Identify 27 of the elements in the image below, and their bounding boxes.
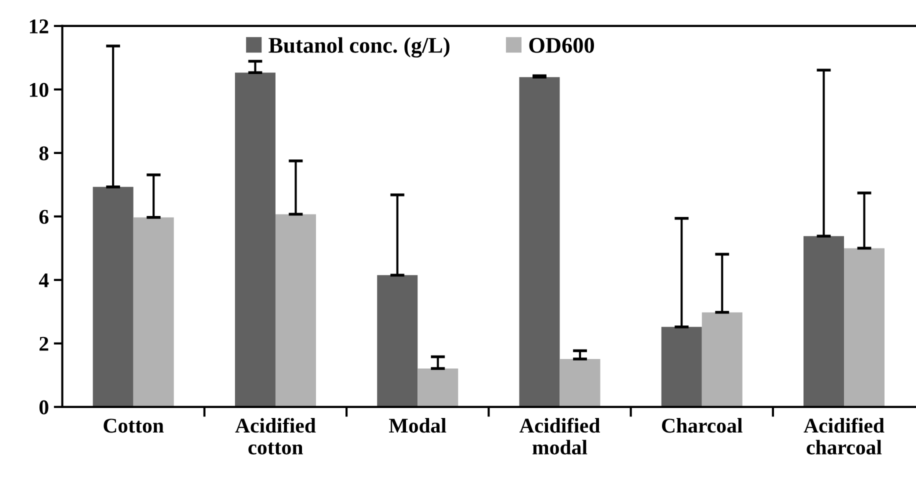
bar <box>377 275 418 407</box>
x-tick-label: Acidified modal <box>519 418 600 454</box>
y-tick-label: 10 <box>30 82 48 97</box>
y-tick-label: 4 <box>38 273 49 288</box>
legend-label: Butanol conc. (g/L) <box>268 37 450 58</box>
bar <box>234 72 276 407</box>
x-tick-label: Modal <box>389 418 446 433</box>
x-tick-label: Acidified charcoal <box>804 418 884 454</box>
x-tick-label: Cotton <box>104 418 164 433</box>
bar <box>844 248 885 407</box>
legend-label: OD600 <box>529 38 594 53</box>
bar <box>804 236 844 407</box>
bar <box>92 186 134 407</box>
y-tick-label: 2 <box>40 336 48 351</box>
bar <box>661 326 702 407</box>
x-tick-label: Acidified cotton <box>235 418 316 454</box>
bar <box>519 77 560 407</box>
y-tick-label: 12 <box>30 19 48 34</box>
y-tick-label: 6 <box>39 210 48 224</box>
bar <box>418 368 458 407</box>
bar <box>560 358 600 407</box>
x-tick-label: Charcoal <box>662 418 742 433</box>
bar <box>275 214 316 407</box>
bar <box>702 312 742 407</box>
bar <box>133 217 174 407</box>
y-tick-label: 0 <box>39 400 48 414</box>
y-tick-label: 8 <box>39 146 48 160</box>
